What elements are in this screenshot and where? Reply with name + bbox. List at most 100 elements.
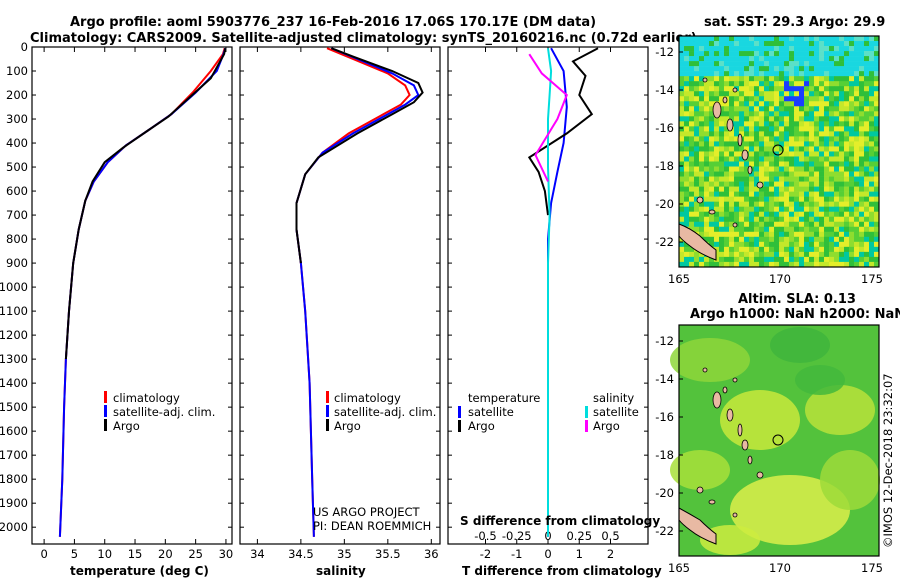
island [737,423,743,437]
sst-cell [799,86,805,92]
sst-cell [689,61,695,67]
sst-cell [834,241,840,248]
sst-cell [844,111,850,117]
sst-cell [799,201,805,207]
sst-cell [829,121,835,127]
sst-cell [779,161,785,167]
sst-cell [789,51,795,57]
sst-cell [799,116,805,122]
sst-cell [779,91,785,97]
sst-cell [804,146,810,152]
sst-cell [799,146,805,152]
sst-cell [704,206,710,212]
sst-cell [764,156,770,162]
sst-cell [844,186,850,192]
sst-cell [739,51,745,57]
sst-cell [719,206,725,212]
sst-cell [854,226,860,233]
sst-cell [704,201,710,207]
sst-cell [824,76,830,82]
sst-cell [734,196,740,202]
sst-cell [699,221,705,228]
sst-cell [859,166,865,172]
sst-cell [819,96,825,102]
sst-cell [769,206,775,212]
sst-cell [759,191,765,197]
credit-line-2: PI: DEAN ROEMMICH [313,519,431,533]
sst-cell [799,121,805,127]
sst-cell [684,256,690,263]
island [712,101,722,119]
sst-cell [844,76,850,82]
sst-cell [849,96,855,102]
sst-cell [849,151,855,157]
sst-cell [829,111,835,117]
sst-cell [854,171,860,177]
sst-cell [874,56,880,62]
sst-cell [729,156,735,162]
sst-cell [679,121,685,127]
sst-cell [874,161,880,167]
sst-cell [844,236,850,243]
sst-cell [709,236,715,243]
sst-cell [819,131,825,137]
sst-cell [834,121,840,127]
sst-cell [699,96,705,102]
sst-cell [739,81,745,87]
sst-cell [689,226,695,233]
sst-cell [809,221,815,228]
sst-cell [834,181,840,187]
sst-cell [814,116,820,122]
sst-cell [874,226,880,233]
sst-cell [724,141,730,147]
sst-cell [874,86,880,92]
sst-cell [769,246,775,253]
sst-cell [684,156,690,162]
sst-cell [839,211,845,218]
sst-cell [684,161,690,167]
sst-cell [734,41,740,47]
sst-cell [854,231,860,238]
sst-cell [864,141,870,147]
sst-cell [824,131,830,137]
sst-cell [859,261,865,268]
sst-cell [719,161,725,167]
sla-blob [795,365,845,395]
sst-cell [844,86,850,92]
sst-cell [694,136,700,142]
sst-cell [749,121,755,127]
difference-xlabel: T difference from climatology [462,564,662,578]
sst-cell [699,86,705,92]
temperature-axes-frame [31,46,233,545]
sst-cell [829,146,835,152]
sst-cell [784,166,790,172]
sst-cell [749,221,755,228]
sst-cell [729,46,735,52]
sst-cell [699,186,705,192]
map-y-tick-label: -22 [655,235,674,249]
sst-cell [734,126,740,132]
sst-cell [824,176,830,182]
sst-cell [804,131,810,137]
sst-cell [754,251,760,258]
sst-cell [774,201,780,207]
map-y-tick-label: -20 [655,197,674,211]
sst-cell [764,176,770,182]
salinity-panel: 34 34.5 35 35.5 36 salinity climatology sate… [239,46,441,578]
sst-cell [744,51,750,57]
sst-cell [699,251,705,258]
sst-cell [784,41,790,47]
sst-cell [744,96,750,102]
sst-cell [694,121,700,127]
sst-cell [714,131,720,137]
sst-cell [824,121,830,127]
sst-cell [769,186,775,192]
legend-t-satellite-swatch [458,406,461,418]
sst-cell [739,66,745,72]
sst-cell [839,111,845,117]
sst-cell [874,81,880,87]
sst-cell [779,86,785,92]
sst-cell [764,251,770,258]
sst-cell [769,126,775,132]
sst-cell [719,201,725,207]
